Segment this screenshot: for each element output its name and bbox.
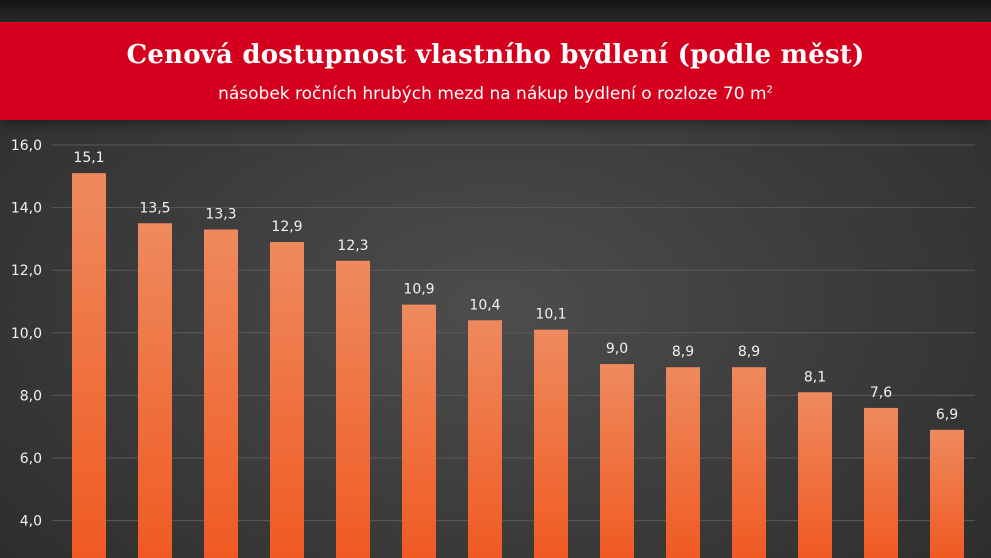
bar-value-label: 10,1 [535, 307, 566, 323]
bar [72, 173, 106, 558]
bar-value-label: 9,0 [606, 341, 628, 357]
bar [732, 367, 766, 558]
value-labels: 15,1 13,5 13,3 12,9 12,3 10,9 10,4 10,1 9,0 8,9 8,… [73, 150, 958, 423]
bar [402, 304, 436, 558]
bar-value-label: 8,9 [672, 344, 694, 360]
bar [204, 229, 238, 558]
bar-value-label: 15,1 [73, 150, 104, 166]
bars [72, 173, 964, 558]
bar-value-label: 10,4 [469, 297, 500, 313]
y-axis: 4,0 6,0 8,0 10,0 12,0 14,0 16,0 [11, 138, 42, 530]
bar [336, 260, 370, 558]
chart-title: Cenová dostupnost vlastního bydlení (pod… [126, 40, 865, 70]
bar [798, 392, 832, 558]
y-tick-label: 12,0 [11, 263, 42, 279]
gridlines [52, 144, 975, 522]
y-tick-label: 10,0 [11, 326, 42, 342]
y-tick-label: 4,0 [20, 514, 42, 530]
bar [270, 242, 304, 558]
chart-subtitle: násobek ročních hrubých mezd na nákup by… [0, 84, 991, 104]
bar [534, 329, 568, 558]
bar [138, 223, 172, 558]
bar [468, 320, 502, 558]
bar [666, 367, 700, 558]
bar-value-label: 8,1 [804, 369, 826, 385]
bar [930, 429, 964, 558]
top-strip [0, 0, 991, 22]
y-tick-label: 16,0 [11, 138, 42, 154]
bar-value-label: 7,6 [870, 385, 892, 401]
bar [600, 364, 634, 558]
bar-value-label: 12,3 [337, 238, 368, 254]
bar-value-label: 13,3 [205, 207, 236, 223]
y-tick-label: 8,0 [20, 388, 42, 404]
y-tick-label: 14,0 [11, 201, 42, 217]
chart-subtitle-superscript: 2 [766, 84, 773, 96]
bar [864, 407, 898, 558]
bar-value-label: 13,5 [139, 200, 170, 216]
header-banner: Cenová dostupnost vlastního bydlení (pod… [0, 22, 991, 120]
y-tick-label: 6,0 [20, 451, 42, 467]
chart-subtitle-text: násobek ročních hrubých mezd na nákup by… [218, 84, 767, 104]
bar-value-label: 6,9 [936, 407, 958, 423]
bar-value-label: 12,9 [271, 219, 302, 235]
bar-value-label: 10,9 [403, 282, 434, 298]
bar-value-label: 8,9 [738, 344, 760, 360]
